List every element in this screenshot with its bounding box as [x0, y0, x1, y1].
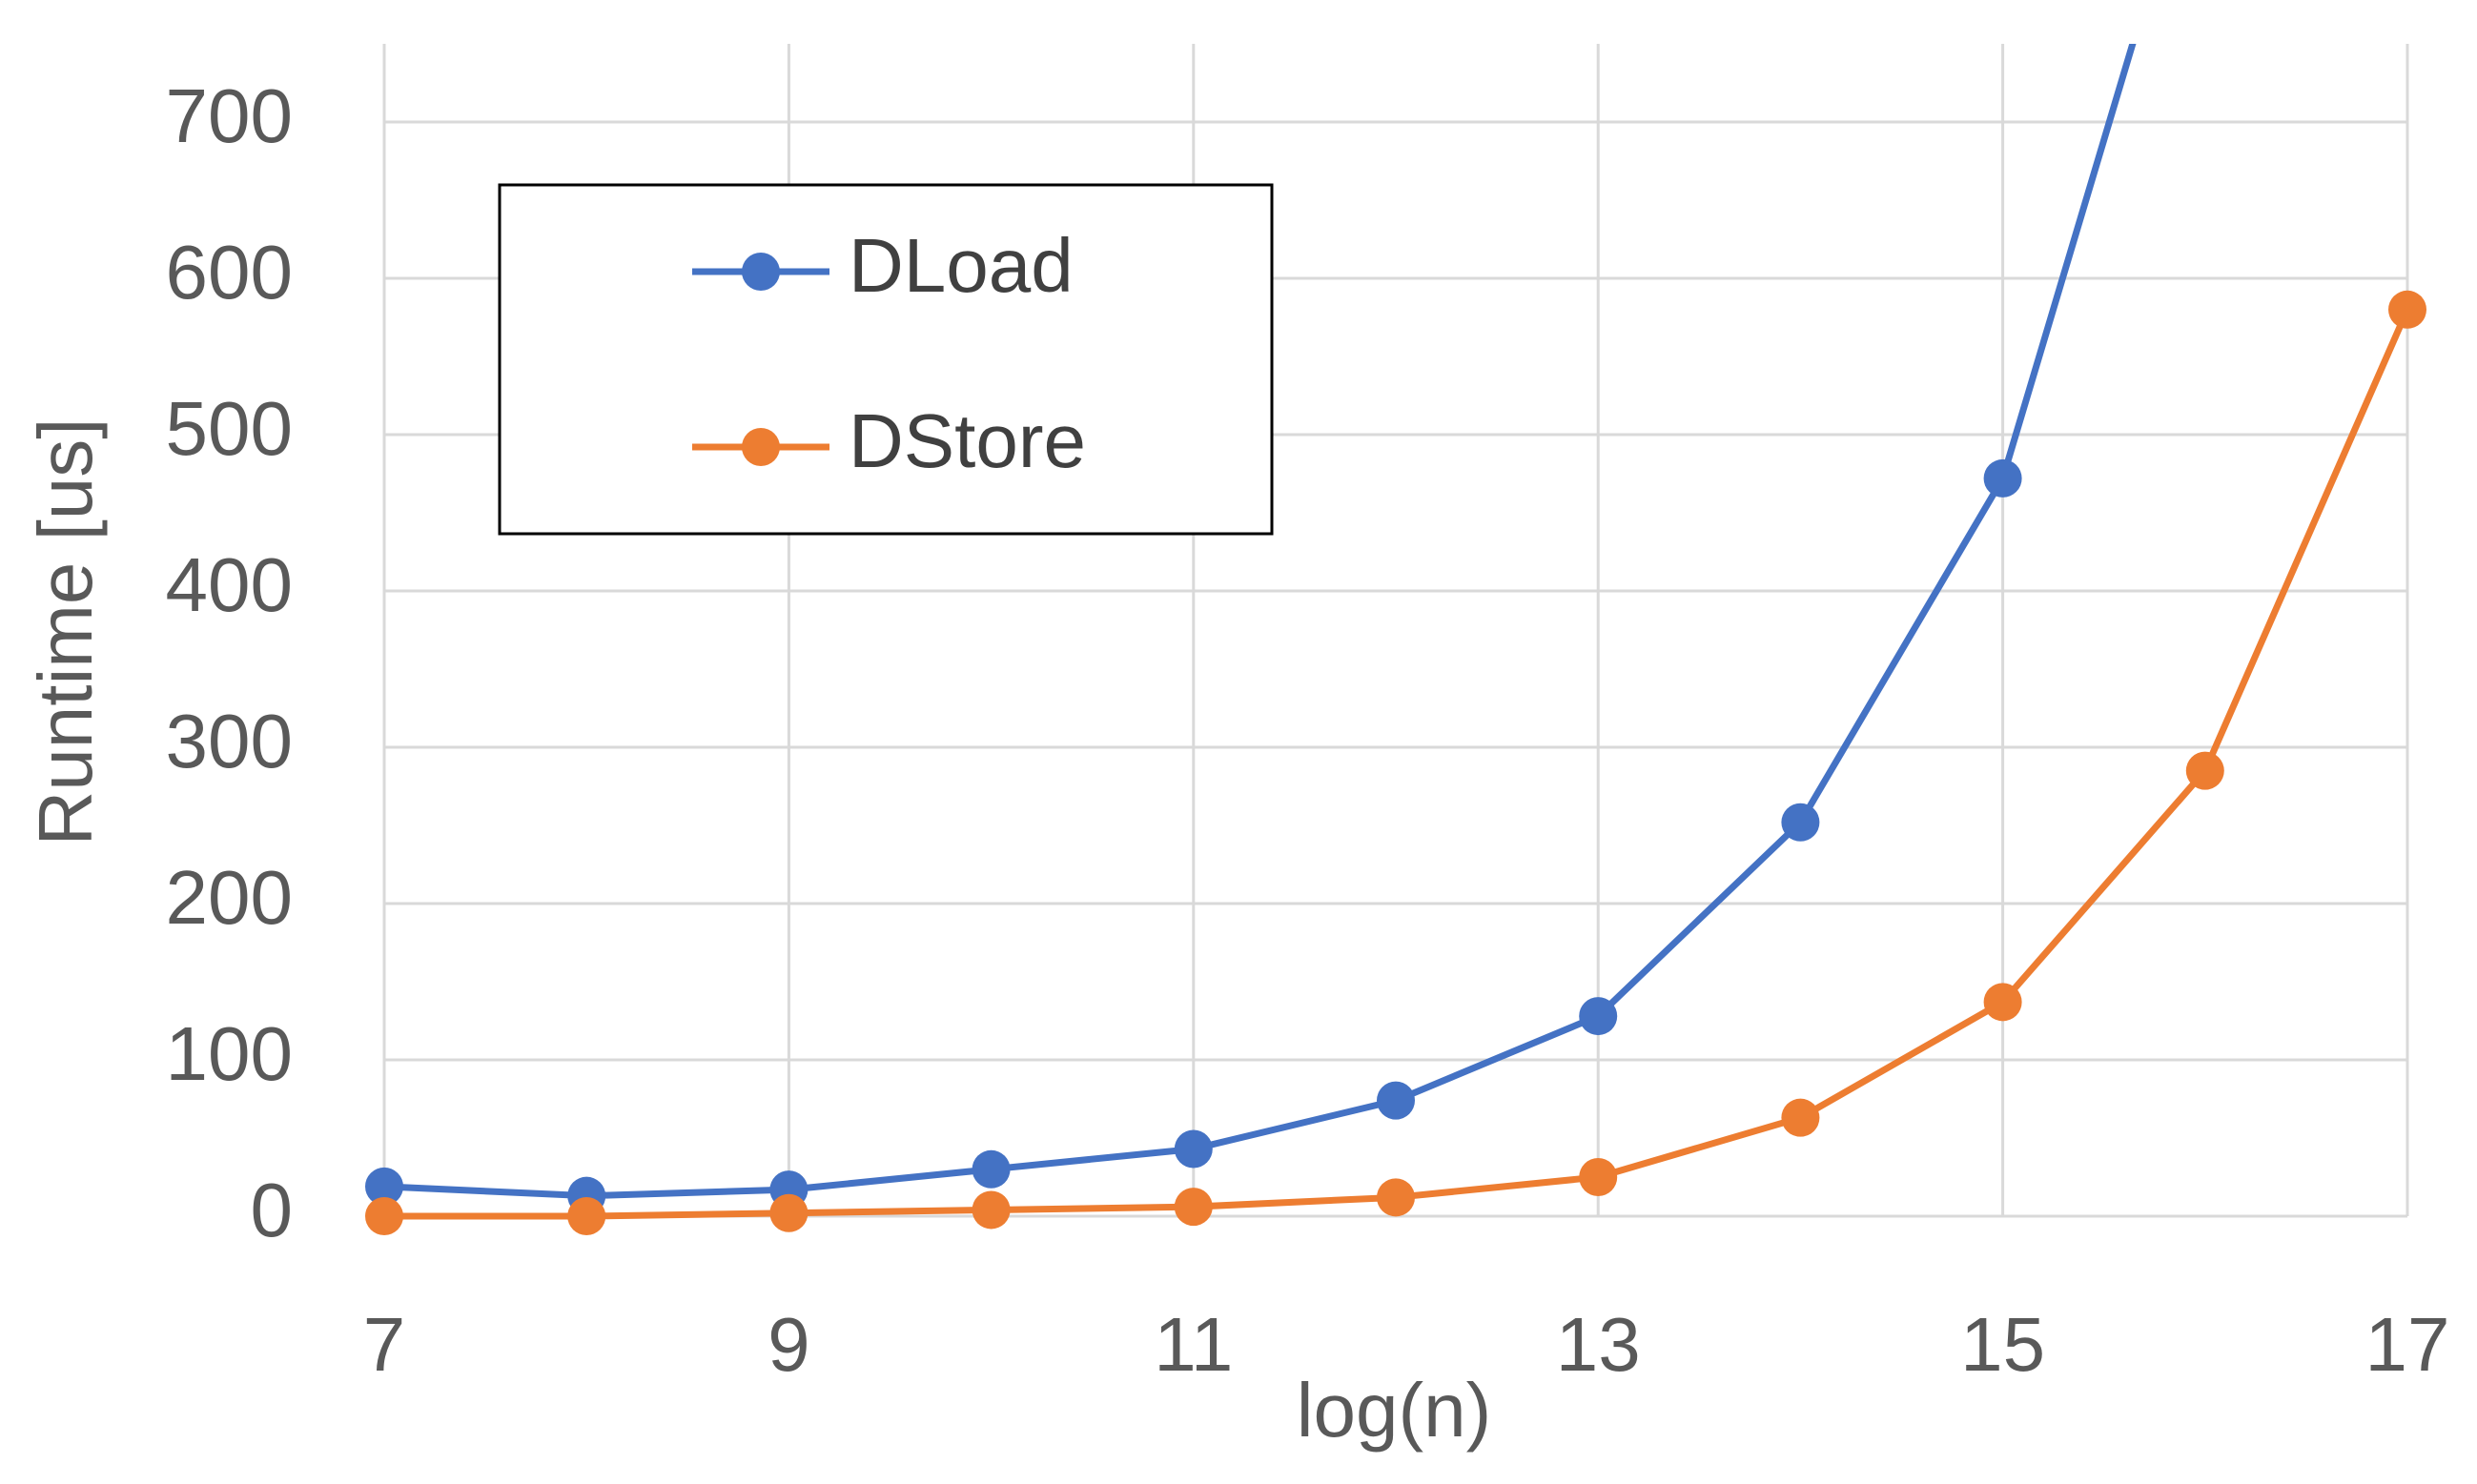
- data-point: [1579, 1158, 1618, 1196]
- y-tick-label: 300: [166, 699, 293, 783]
- data-point: [2388, 290, 2426, 329]
- data-point: [2185, 751, 2224, 790]
- x-tick-label: 15: [1960, 1302, 2045, 1387]
- data-point: [1377, 1081, 1415, 1120]
- x-tick-label: 11: [1154, 1302, 1233, 1387]
- data-point: [1983, 983, 2022, 1022]
- legend-marker: [742, 253, 780, 291]
- data-point: [1377, 1178, 1415, 1217]
- data-point: [567, 1197, 606, 1235]
- data-point: [1579, 997, 1618, 1036]
- y-tick-label: 600: [166, 230, 293, 315]
- data-point: [1174, 1129, 1213, 1169]
- y-tick-label: 0: [251, 1168, 294, 1252]
- data-point: [1781, 1098, 1820, 1137]
- x-tick-label: 7: [363, 1302, 406, 1387]
- data-point: [365, 1197, 403, 1235]
- y-tick-label: 700: [166, 73, 293, 158]
- x-tick-label: 9: [768, 1302, 810, 1387]
- plot-area: [365, 44, 2426, 1235]
- y-tick-label: 400: [166, 542, 293, 627]
- series-line: [383, 44, 2137, 1200]
- y-axis-label: Runtime [us]: [23, 417, 108, 845]
- y-tick-label: 100: [166, 1011, 293, 1096]
- x-axis-label: log(n): [1297, 1368, 1492, 1453]
- data-point: [365, 1167, 403, 1206]
- x-tick-label: 13: [1556, 1302, 1641, 1387]
- legend-marker: [742, 428, 780, 466]
- data-point: [1781, 803, 1820, 842]
- y-tick-label: 200: [166, 855, 293, 940]
- data-point: [769, 1193, 809, 1232]
- legend-label: DLoad: [849, 223, 1074, 308]
- legend-label: DStore: [849, 398, 1086, 483]
- data-point: [972, 1190, 1011, 1230]
- y-tick-label: 500: [166, 386, 293, 471]
- data-point: [1983, 458, 2022, 498]
- data-point: [972, 1149, 1011, 1189]
- legend-box: [498, 183, 1274, 536]
- x-tick-label: 17: [2365, 1302, 2450, 1387]
- data-point: [1174, 1188, 1213, 1227]
